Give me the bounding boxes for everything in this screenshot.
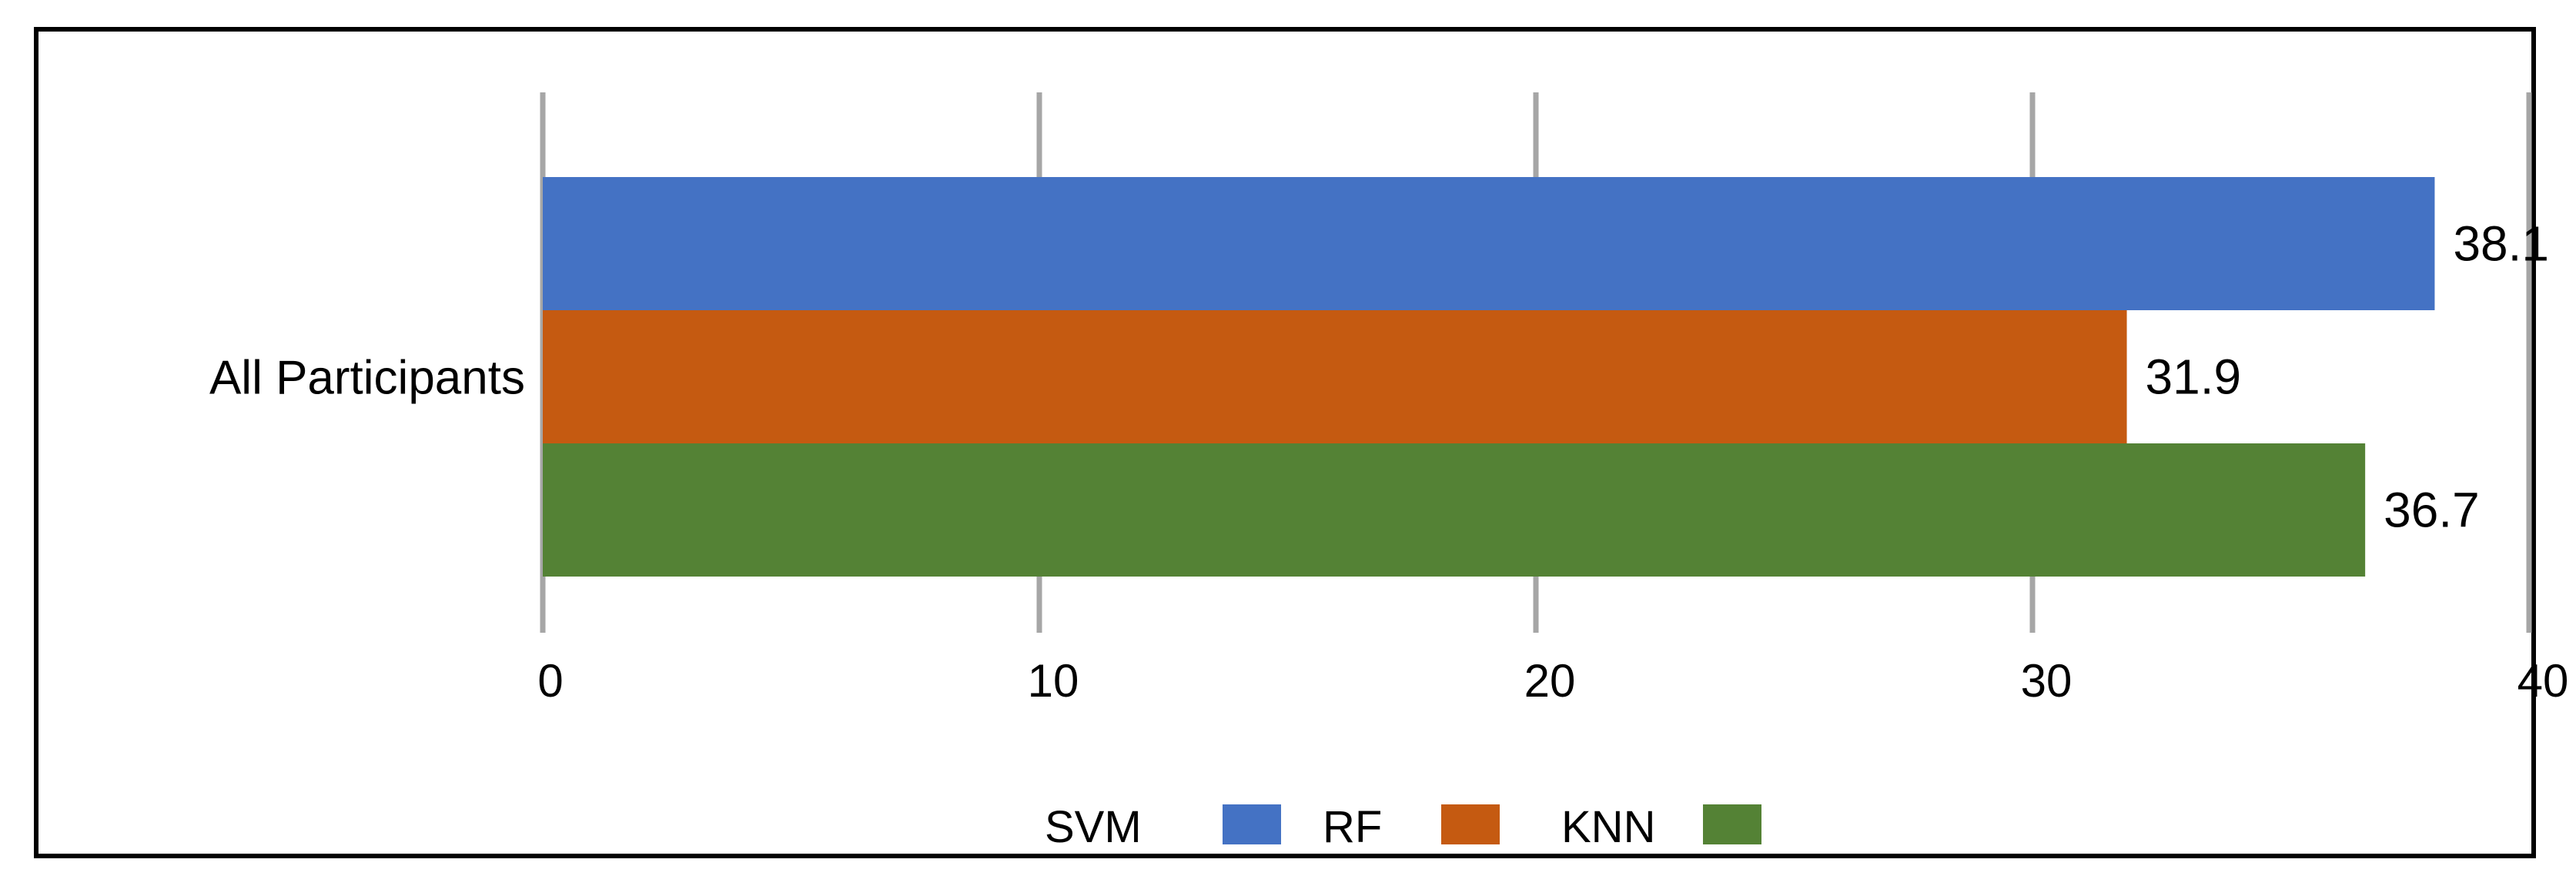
x-tick-label: 20 xyxy=(1524,655,1576,707)
y-axis-categories: All Participants xyxy=(209,352,525,405)
legend-label-knn: KNN xyxy=(1561,802,1655,852)
data-label-svm: 38.1 xyxy=(2453,216,2549,272)
legend-swatch-svm xyxy=(1223,804,1281,844)
category-label: All Participants xyxy=(209,352,525,405)
x-tick-label: 40 xyxy=(2517,655,2569,707)
x-axis-ticks: 0 10 20 30 40 xyxy=(537,655,2568,707)
bar-svm xyxy=(543,177,2435,310)
data-label-rf: 31.9 xyxy=(2146,349,2242,405)
data-labels: 38.1 31.9 36.7 xyxy=(2146,216,2549,538)
legend-label-rf: RF xyxy=(1323,802,1382,852)
legend-swatch-knn xyxy=(1703,804,1761,844)
legend-label-svm: SVM xyxy=(1045,802,1142,852)
data-label-knn: 36.7 xyxy=(2384,483,2480,538)
legend: SVM RF KNN xyxy=(1045,802,1761,852)
bars xyxy=(543,177,2435,577)
legend-swatch-rf xyxy=(1441,804,1500,844)
bar-knn xyxy=(543,443,2366,577)
x-tick-label: 30 xyxy=(2021,655,2073,707)
x-tick-label: 10 xyxy=(1028,655,1079,707)
x-tick-label: 0 xyxy=(537,655,563,707)
bar-rf xyxy=(543,310,2127,443)
